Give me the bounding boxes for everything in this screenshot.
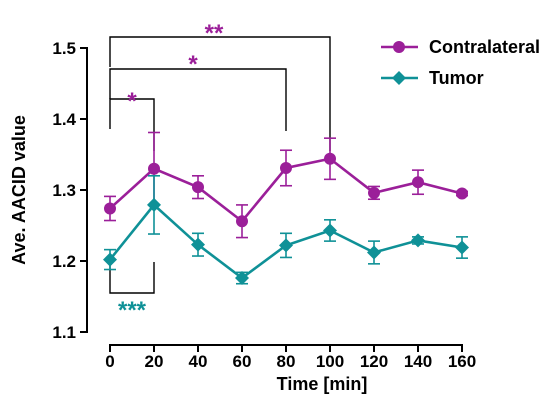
data-point <box>368 186 380 199</box>
y-tick-label: 1.3 <box>52 181 76 200</box>
data-point <box>235 271 249 286</box>
y-tick-label: 1.4 <box>52 110 76 129</box>
x-tick-label: 0 <box>105 352 114 371</box>
significance-bracket <box>109 36 331 151</box>
significance-bracket <box>109 68 287 131</box>
significance-label: * <box>188 51 198 78</box>
y-axis-title: Ave. AACID value <box>9 115 29 265</box>
significance-label: * <box>127 88 137 115</box>
x-axis-title: Time [min] <box>277 374 368 394</box>
plot-area <box>103 131 469 286</box>
data-point <box>456 187 468 200</box>
x-tick-label: 160 <box>448 352 476 371</box>
axes: 1.1 1.2 1.3 1.4 1.5 0 20 40 60 80 100 120 140 160 <box>52 39 476 371</box>
significance-label: *** <box>118 297 147 324</box>
data-point <box>280 161 292 174</box>
data-point <box>279 238 293 253</box>
data-point <box>323 223 337 238</box>
x-tick-label: 40 <box>189 352 208 371</box>
significance-bracket <box>109 262 155 294</box>
data-point <box>236 215 248 228</box>
data-point <box>455 240 469 255</box>
data-point <box>324 152 336 165</box>
data-point <box>147 197 161 212</box>
legend: Contralateral Tumor <box>381 37 540 88</box>
legend-marker <box>392 71 406 85</box>
x-tick-label: 100 <box>316 352 344 371</box>
x-tick-label: 140 <box>404 352 432 371</box>
x-tick-label: 20 <box>145 352 164 371</box>
y-tick-label: 1.5 <box>52 39 76 58</box>
legend-label: Contralateral <box>429 37 540 57</box>
data-point <box>148 162 160 175</box>
data-point <box>104 202 116 215</box>
x-tick-label: 120 <box>360 352 388 371</box>
data-point <box>411 233 425 248</box>
data-point <box>367 245 381 260</box>
y-tick-label: 1.1 <box>52 323 76 342</box>
data-point <box>191 237 205 252</box>
data-point <box>103 252 117 267</box>
data-point <box>192 181 204 194</box>
legend-label: Tumor <box>429 68 484 88</box>
data-point <box>412 176 424 189</box>
significance-label: ** <box>205 20 224 47</box>
legend-marker <box>393 41 405 53</box>
x-tick-label: 60 <box>233 352 252 371</box>
significance-bracket <box>109 98 155 151</box>
y-tick-label: 1.2 <box>52 252 76 271</box>
x-tick-label: 80 <box>277 352 296 371</box>
significance-brackets: ******* <box>109 20 331 324</box>
